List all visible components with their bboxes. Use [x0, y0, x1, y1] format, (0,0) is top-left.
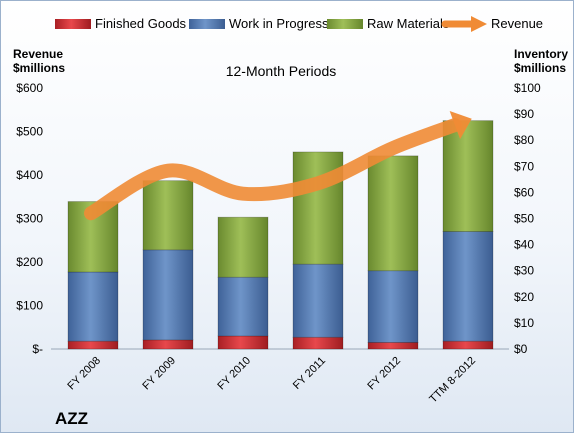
bar-segment-raw-materials: [442, 120, 494, 232]
right-tick-label: $40: [514, 238, 534, 252]
legend-swatch-finished-goods: [55, 19, 91, 29]
bar-segment-finished-goods: [442, 340, 494, 350]
right-tick-label: $10: [514, 316, 534, 330]
left-axis-ticks: $- $100 $200 $300 $400 $500 $600: [16, 81, 43, 356]
bar-segment-work-in-progress: [367, 270, 419, 343]
legend-swatch-work-in-progress: [189, 19, 225, 29]
right-tick-label: $20: [514, 290, 534, 304]
right-tick-label: $50: [514, 212, 534, 226]
legend-label-work-in-progress: Work in Progress: [229, 16, 329, 31]
revenue-line: [84, 118, 462, 221]
bar-segment-finished-goods: [217, 335, 269, 350]
category-label: FY 2011: [291, 355, 328, 392]
category-label: TTM 8-2012: [427, 355, 478, 406]
bar-segment-work-in-progress: [142, 249, 194, 341]
left-axis-title-line1: Revenue: [13, 47, 63, 61]
revenue-arrowhead: [449, 110, 472, 140]
legend: Finished Goods Work in Progress Raw Mate…: [55, 16, 543, 32]
bar-segment-raw-materials: [367, 155, 419, 272]
right-tick-label: $60: [514, 185, 534, 199]
category-label: FY 2010: [215, 355, 253, 393]
right-axis-title-line2: $millions: [514, 61, 566, 75]
bar-segment-work-in-progress: [292, 263, 344, 338]
legend-label-revenue: Revenue: [491, 16, 543, 31]
category-labels: FY 2008 FY 2009 FY 2010 FY 2011 FY 2012 TTM 8…: [65, 355, 478, 406]
bar-segment-finished-goods: [367, 342, 419, 350]
right-tick-label: $30: [514, 264, 534, 278]
bar-segment-work-in-progress: [442, 231, 494, 342]
legend-label-raw-materials: Raw Materials: [367, 16, 450, 31]
category-label: FY 2008: [65, 355, 103, 393]
company-name: AZZ: [55, 409, 88, 428]
right-tick-label: $100: [514, 81, 541, 95]
category-label: FY 2009: [140, 355, 178, 393]
bar-segment-finished-goods: [67, 340, 119, 350]
bar-segment-raw-materials: [217, 216, 269, 278]
right-tick-label: $70: [514, 159, 534, 173]
bar-segment-finished-goods: [292, 336, 344, 350]
legend-swatch-raw-materials: [327, 19, 363, 29]
left-tick-label: $400: [16, 168, 43, 182]
left-tick-label: $-: [32, 342, 43, 356]
left-tick-label: $600: [16, 81, 43, 95]
left-tick-label: $100: [16, 299, 43, 313]
chart-title: 12-Month Periods: [226, 63, 337, 79]
bar-segment-raw-materials: [142, 180, 194, 251]
legend-label-finished-goods: Finished Goods: [95, 16, 187, 31]
left-axis-title-line2: $millions: [13, 61, 65, 75]
category-label: FY 2012: [365, 355, 403, 393]
bar-segment-work-in-progress: [67, 271, 119, 342]
right-tick-label: $80: [514, 133, 534, 147]
left-tick-label: $300: [16, 212, 43, 226]
right-tick-label: $0: [514, 342, 528, 356]
bar-segment-work-in-progress: [217, 276, 269, 337]
left-tick-label: $500: [16, 125, 43, 139]
right-tick-label: $90: [514, 107, 534, 121]
right-axis-title-line1: Inventory: [514, 47, 568, 61]
stacked-bars: [67, 120, 494, 350]
bar-segment-finished-goods: [142, 339, 194, 350]
legend-revenue-arrowhead: [471, 16, 487, 32]
revenue-series: [84, 110, 472, 221]
left-tick-label: $200: [16, 255, 43, 269]
right-axis-ticks: $0 $10 $20 $30 $40 $50 $60 $70 $80 $90 $100: [514, 81, 541, 356]
